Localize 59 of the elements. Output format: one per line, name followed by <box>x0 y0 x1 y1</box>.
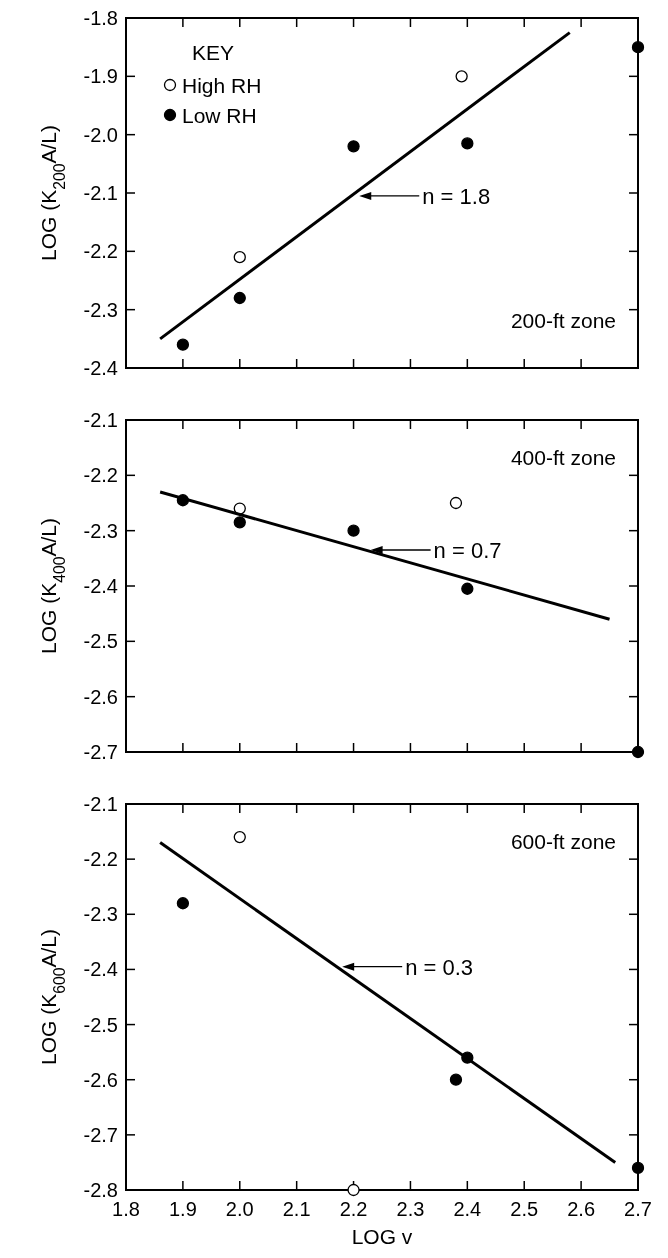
point <box>233 830 246 844</box>
x-tick-label: 2.6 <box>567 1198 596 1220</box>
annotation: n = 0.3 <box>405 954 474 980</box>
y-tick-label: -2.1 <box>83 182 118 204</box>
y-tick-label: -2.2 <box>83 240 118 263</box>
annotation: 200-ft zone <box>510 309 616 332</box>
point <box>461 137 474 150</box>
y-tick-label: -1.8 <box>83 7 118 29</box>
legend-label: Low RH <box>182 104 257 127</box>
y-tick-label: -2.1 <box>83 793 118 815</box>
y-tick-label: -2.6 <box>83 685 118 708</box>
x-axis-title: LOG v <box>351 1225 413 1248</box>
y-tick-label: -2.7 <box>83 741 118 763</box>
y-tick-label: -2.3 <box>83 298 118 321</box>
x-tick-label: 2.0 <box>225 1198 254 1220</box>
x-tick-label: 2.1 <box>282 1198 311 1220</box>
point <box>347 1183 360 1197</box>
y-tick-label: -2.2 <box>83 848 118 871</box>
point <box>233 251 246 264</box>
point <box>176 338 190 351</box>
point <box>233 516 246 529</box>
y-tick-label: -2.4 <box>83 575 118 597</box>
point <box>455 70 468 83</box>
y-tick-label: -2.7 <box>83 1123 118 1146</box>
annotation: 400-ft zone <box>510 446 616 469</box>
y-tick-label: -2.5 <box>83 630 118 653</box>
annotation: n = 0.7 <box>433 538 502 564</box>
x-tick-label: 2.4 <box>453 1198 482 1220</box>
x-tick-label: 1.9 <box>168 1198 197 1220</box>
point <box>631 41 645 54</box>
point <box>347 524 360 537</box>
y-tick-label: -2.3 <box>83 519 118 542</box>
y-tick-label: -2.2 <box>83 464 118 487</box>
annotation: n = 1.8 <box>422 183 491 209</box>
point <box>631 1161 645 1175</box>
annotation: 600-ft zone <box>510 830 616 853</box>
y-tick-label: -2.3 <box>83 903 118 926</box>
legend-title: KEY <box>192 41 235 64</box>
point <box>461 582 474 595</box>
legend-label: High RH <box>182 74 262 97</box>
y-tick-label: -2.1 <box>83 409 118 431</box>
y-tick-label: -2.8 <box>83 1179 118 1201</box>
point <box>347 140 360 153</box>
y-tick-label: -2.5 <box>83 1013 118 1036</box>
point <box>449 496 463 510</box>
y-tick-label: -2.4 <box>83 958 118 981</box>
x-tick-label: 1.8 <box>112 1198 140 1220</box>
x-tick-label: 2.5 <box>510 1198 539 1220</box>
point <box>631 745 645 759</box>
y-tick-label: -2.4 <box>83 357 118 379</box>
point <box>233 291 246 305</box>
x-tick-label: 2.3 <box>396 1198 425 1220</box>
x-tick-label: 2.2 <box>339 1198 368 1220</box>
point <box>449 1073 463 1086</box>
y-tick-label: -2.6 <box>83 1068 118 1091</box>
y-tick-label: -1.9 <box>83 65 118 88</box>
x-tick-label: 2.7 <box>624 1198 652 1220</box>
y-tick-label: -2.0 <box>83 123 118 146</box>
point <box>176 897 190 910</box>
